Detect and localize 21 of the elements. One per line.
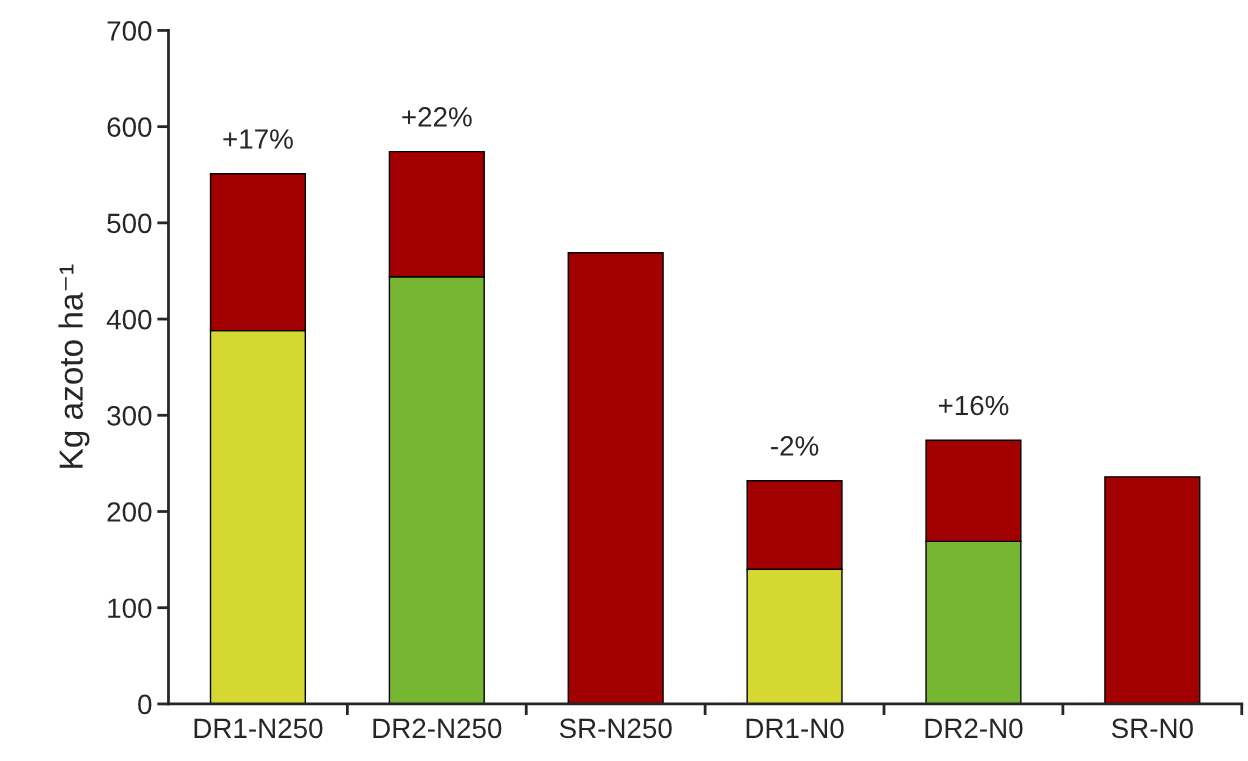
bar bbox=[1104, 476, 1201, 704]
y-tick-label: 300 bbox=[107, 405, 152, 426]
x-tick-label: DR1-N0 bbox=[746, 718, 844, 739]
annotation: +22% bbox=[402, 107, 472, 127]
x-tick-label: DR2-N250 bbox=[373, 718, 502, 739]
y-tick-label: 100 bbox=[108, 598, 152, 619]
bar bbox=[567, 251, 664, 704]
x-tick-label: DR2-N0 bbox=[925, 718, 1023, 739]
y-tick-label: 500 bbox=[107, 213, 152, 234]
y-tick-label: 600 bbox=[107, 117, 152, 137]
y-tick-label: 200 bbox=[107, 502, 152, 522]
y-tick-label: 0 bbox=[138, 694, 152, 715]
annotation: +17% bbox=[223, 129, 293, 149]
x-tick-label: DR1-N250 bbox=[194, 718, 323, 739]
annotation: +16% bbox=[938, 395, 1009, 416]
x-tick-label: SR-N0 bbox=[1111, 718, 1193, 739]
annotation: -2% bbox=[771, 436, 819, 456]
y-tick-label: 400 bbox=[106, 309, 152, 330]
y-tick-label: 700 bbox=[107, 21, 152, 41]
y-axis-title: Kg azoto ha⁻¹ bbox=[58, 264, 90, 468]
x-tick-label: SR-N250 bbox=[559, 718, 672, 739]
